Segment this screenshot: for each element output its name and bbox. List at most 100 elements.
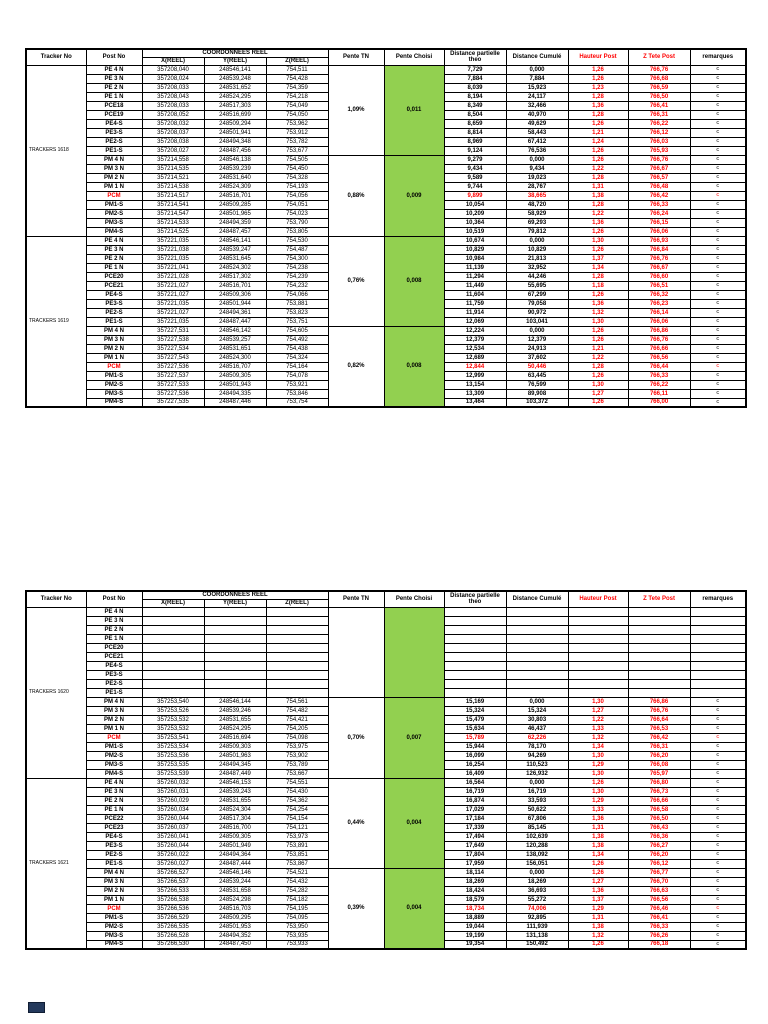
distance-cumule-cell: 69,293 (505, 217, 569, 228)
z-tete-post-cell: 766,76 (627, 334, 691, 345)
z-reel-cell: 753,846 (265, 388, 329, 399)
z-tete-post-cell: 766,60 (627, 271, 691, 282)
col-header-coordonnees-reel: COORDONNEES REEL (141, 47, 329, 58)
y-reel-cell: 248546,141 (203, 235, 267, 246)
distance-cumule-cell: 24,913 (505, 343, 569, 354)
x-reel-cell: 357208,027 (141, 145, 205, 156)
hauteur-post-cell: 1,38 (567, 190, 629, 201)
z-tete-post-cell: 766,73 (627, 786, 691, 797)
y-reel-cell: 248501,944 (203, 298, 267, 309)
hauteur-post-cell: 1,27 (567, 876, 629, 887)
y-reel-cell: 248501,943 (203, 379, 267, 390)
post-no-cell: PM 2 N (85, 885, 143, 896)
y-reel-cell: 248517,304 (203, 813, 267, 824)
distance-cumule-cell: 15,324 (505, 705, 569, 716)
table-row: PCE18 357208,033 248517,303 754,049 8,349 32,… (26, 100, 747, 111)
post-no-cell: PM4-S (85, 397, 143, 408)
z-tete-post-cell: 766,76 (627, 64, 691, 75)
z-tete-post-cell: 766,31 (627, 109, 691, 120)
z-reel-cell: 754,023 (265, 208, 329, 219)
hauteur-post-cell: 1,26 (567, 397, 629, 408)
y-reel-cell (203, 669, 267, 680)
hauteur-post-cell: 1,26 (567, 939, 629, 950)
y-reel-cell (203, 633, 267, 644)
x-reel-cell: 357221,027 (141, 289, 205, 300)
pente-choisi-cell: 0,011 (383, 64, 445, 156)
y-reel-cell: 248494,359 (203, 217, 267, 228)
distance-partielle-cell (443, 678, 507, 689)
distance-partielle-cell: 8,194 (443, 91, 507, 102)
y-reel-cell: 248494,361 (203, 307, 267, 318)
table-row: PM 1 N 357253,532 248524,295 754,205 15,634 4… (26, 723, 747, 734)
y-reel-cell: 248531,645 (203, 253, 267, 264)
y-reel-cell: 248516,701 (203, 190, 267, 201)
z-tete-post-cell: 766,20 (627, 750, 691, 761)
x-reel-cell: 357221,035 (141, 253, 205, 264)
z-tete-post-cell: 766,80 (627, 777, 691, 788)
z-reel-cell: 754,232 (265, 280, 329, 291)
x-reel-cell: 357227,535 (141, 397, 205, 408)
post-no-cell: PE1-S (85, 145, 143, 156)
distance-partielle-cell: 16,564 (443, 777, 507, 788)
z-tete-post-cell: 766,48 (627, 181, 691, 192)
distance-cumule-cell: 0,000 (505, 154, 569, 165)
remarque-cell (689, 615, 747, 626)
remarque-cell: c (689, 777, 747, 788)
post-no-cell: PE3-S (85, 840, 143, 851)
y-reel-cell (203, 606, 267, 617)
distance-partielle-cell: 18,269 (443, 876, 507, 887)
x-reel-cell: 357260,041 (141, 831, 205, 842)
hauteur-post-cell: 1,36 (567, 813, 629, 824)
x-reel-cell: 357214,517 (141, 190, 205, 201)
z-tete-post-cell: 766,68 (627, 73, 691, 84)
hauteur-post-cell: 1,34 (567, 262, 629, 273)
x-reel-cell: 357227,534 (141, 343, 205, 354)
y-reel-cell (203, 642, 267, 653)
remarque-cell: c (689, 786, 747, 797)
z-tete-post-cell: 766,33 (627, 199, 691, 210)
distance-partielle-cell: 12,379 (443, 334, 507, 345)
remarque-cell: c (689, 696, 747, 707)
col-header-post-no: Post No (85, 589, 143, 608)
hauteur-post-cell: 1,38 (567, 921, 629, 932)
y-reel-cell: 248501,965 (203, 208, 267, 219)
distance-cumule-cell (505, 678, 569, 689)
z-tete-post-cell: 766,63 (627, 885, 691, 896)
z-tete-post-cell: 766,33 (627, 921, 691, 932)
distance-partielle-cell: 10,674 (443, 235, 507, 246)
remarque-cell: c (689, 741, 747, 752)
remarque-cell: c (689, 181, 747, 192)
hauteur-post-cell: 1,22 (567, 714, 629, 725)
z-reel-cell: 754,561 (265, 696, 329, 707)
col-header-z-reel: Z(REEL) (265, 56, 329, 66)
z-tete-post-cell: 766,51 (627, 280, 691, 291)
remarque-cell (689, 669, 747, 680)
distance-partielle-cell: 10,209 (443, 208, 507, 219)
table-row: PE3-S 357208,037 248501,941 753,912 8,814 58,… (26, 127, 747, 138)
col-header-hauteur-post: Hauteur Post (567, 47, 629, 66)
remarque-cell: c (689, 840, 747, 851)
x-reel-cell: 357221,035 (141, 316, 205, 327)
col-header-tracker-no: Tracker No (25, 589, 87, 608)
y-reel-cell: 248524,300 (203, 352, 267, 363)
y-reel-cell: 248516,700 (203, 822, 267, 833)
distance-cumule-cell: 103,041 (505, 316, 569, 327)
post-no-cell: PE 1 N (85, 262, 143, 273)
x-reel-cell: 357221,035 (141, 298, 205, 309)
distance-cumule-cell: 102,639 (505, 831, 569, 842)
z-tete-post-cell: 766,64 (627, 714, 691, 725)
remarque-cell (689, 633, 747, 644)
post-no-cell: PE 4 N (85, 235, 143, 246)
y-reel-cell: 248546,144 (203, 696, 267, 707)
z-reel-cell: 753,935 (265, 930, 329, 941)
z-reel-cell: 753,973 (265, 831, 329, 842)
z-reel-cell: 754,428 (265, 73, 329, 84)
hauteur-post-cell: 1,26 (567, 145, 629, 156)
z-tete-post-cell: 766,06 (627, 316, 691, 327)
col-header-distance-partielle: Distance partielle theo (443, 589, 507, 608)
remarque-cell: c (689, 822, 747, 833)
distance-cumule-cell: 94,269 (505, 750, 569, 761)
x-reel-cell (141, 606, 205, 617)
remarque-cell: c (689, 100, 747, 111)
z-reel-cell (265, 669, 329, 680)
